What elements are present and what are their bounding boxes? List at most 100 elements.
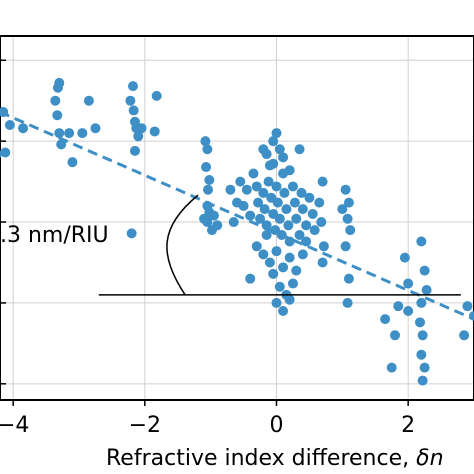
data-point-37 [212, 220, 223, 231]
data-point-110 [343, 197, 354, 208]
data-point-128 [417, 375, 428, 386]
data-point-129 [380, 314, 391, 325]
data-point-21 [129, 145, 140, 156]
data-point-117 [399, 252, 410, 263]
data-point-97 [245, 273, 256, 284]
data-point-131 [390, 330, 400, 341]
data-point-130 [393, 301, 404, 312]
data-point-10 [56, 139, 67, 150]
x-tick-labels: −4 −2 0 2 [0, 413, 415, 438]
data-point-67 [294, 229, 305, 240]
data-point-98 [274, 281, 285, 292]
data-point-68 [296, 187, 307, 198]
data-point-60 [279, 187, 290, 198]
data-point-113 [340, 241, 351, 252]
data-point-134 [459, 330, 470, 341]
data-point-31 [203, 184, 214, 195]
data-point-106 [317, 257, 328, 268]
data-point-6 [52, 82, 63, 93]
data-point-27 [200, 136, 211, 147]
data-point-94 [278, 262, 289, 273]
data-point-38 [199, 213, 210, 224]
data-point-102 [284, 294, 295, 305]
data-point-42 [245, 210, 256, 221]
data-point-77 [271, 128, 282, 139]
data-point-65 [289, 197, 300, 208]
data-point-80 [278, 152, 289, 163]
data-point-104 [297, 249, 308, 260]
data-point-4 [18, 123, 29, 134]
data-point-116 [337, 204, 348, 215]
data-point-133 [462, 301, 473, 312]
data-point-109 [340, 184, 351, 195]
data-point-100 [271, 297, 282, 308]
data-point-81 [284, 165, 295, 176]
data-point-66 [291, 213, 302, 224]
data-point-126 [416, 349, 427, 360]
data-point-83 [232, 197, 242, 208]
data-point-47 [258, 187, 269, 198]
data-point-25 [149, 126, 160, 137]
data-point-50 [263, 176, 274, 187]
data-point-1 [4, 119, 15, 130]
data-point-14 [83, 95, 94, 106]
data-point-57 [274, 213, 285, 224]
data-point-8 [52, 110, 63, 121]
data-point-84 [228, 217, 239, 228]
data-point-23 [136, 123, 147, 134]
data-point-62 [283, 220, 294, 231]
data-point-73 [309, 225, 320, 236]
data-point-87 [317, 176, 328, 187]
data-point-90 [251, 241, 262, 252]
data-point-111 [342, 213, 353, 224]
fit-line [0, 110, 474, 321]
data-point-86 [314, 197, 325, 208]
data-point-132 [386, 362, 397, 373]
data-point-75 [261, 149, 272, 160]
data-points [0, 77, 474, 386]
data-point-115 [342, 297, 353, 308]
data-point-41 [241, 184, 252, 195]
data-point-103 [268, 268, 279, 279]
data-point-120 [419, 265, 430, 276]
data-point-118 [403, 278, 414, 289]
grid-lines [0, 36, 474, 400]
data-point-76 [268, 136, 279, 147]
slope-annotation: .3 nm/RIU [0, 223, 109, 248]
data-point-72 [307, 208, 318, 219]
data-point-43 [248, 168, 259, 179]
data-point-108 [287, 278, 298, 289]
data-point-26 [126, 228, 137, 239]
data-point-39 [235, 176, 246, 187]
data-point-93 [271, 246, 282, 257]
data-point-95 [284, 252, 295, 263]
data-point-24 [151, 90, 162, 101]
data-point-12 [67, 157, 78, 168]
data-point-46 [255, 213, 266, 224]
data-point-3 [0, 147, 11, 158]
data-point-127 [419, 362, 430, 373]
data-point-11 [64, 128, 75, 139]
data-point-119 [416, 236, 427, 247]
data-point-35 [208, 210, 219, 221]
data-point-29 [201, 162, 212, 173]
x-tick-label-3: 2 [401, 413, 415, 438]
data-point-112 [345, 225, 356, 236]
x-axis-label-text: Refractive index difference, [106, 446, 416, 471]
data-point-79 [274, 144, 285, 155]
plot-border [0, 35, 474, 401]
data-point-92 [264, 257, 275, 268]
data-point-13 [77, 128, 88, 139]
data-point-44 [251, 181, 262, 192]
x-tick-label-2: 0 [270, 413, 284, 438]
data-point-124 [415, 317, 426, 328]
data-point-91 [258, 249, 269, 260]
data-point-56 [272, 197, 283, 208]
data-point-105 [301, 236, 312, 247]
data-point-125 [417, 330, 428, 341]
data-point-88 [318, 241, 329, 252]
data-point-70 [301, 220, 312, 231]
x-axis-label-symbol: δn [416, 446, 443, 471]
data-point-69 [297, 204, 308, 215]
